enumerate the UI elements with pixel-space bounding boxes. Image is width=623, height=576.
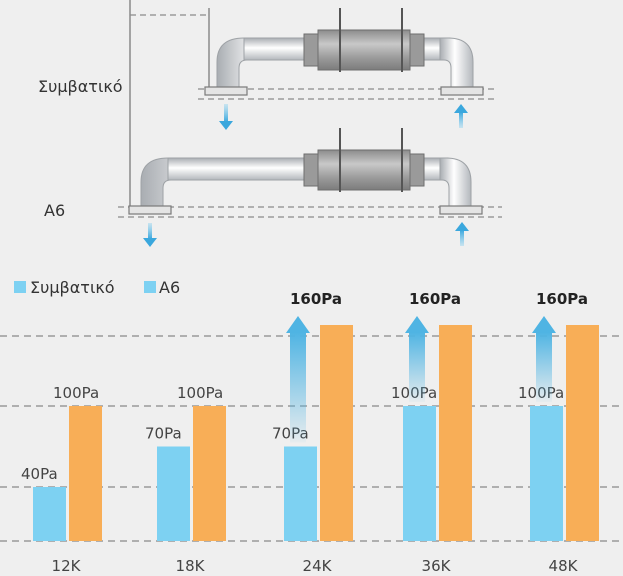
conventional-unit xyxy=(198,8,498,130)
unit-flange xyxy=(303,153,319,187)
legend-swatch-conventional xyxy=(14,281,26,293)
upgrade-arrow-head xyxy=(286,316,310,333)
category-label: 12K xyxy=(52,557,82,575)
pressure-chart: 40Pa100Pa12K70Pa100Pa18K70Pa160Pa24K100P… xyxy=(0,290,623,575)
airflow-up-arrow xyxy=(454,104,468,128)
label-a6: A6 xyxy=(44,201,65,220)
bar-conventional xyxy=(157,446,190,541)
unit-flange xyxy=(303,33,319,67)
bar-conventional xyxy=(530,406,563,541)
data-label-conventional: 40Pa xyxy=(21,465,58,483)
legend-label-a6: A6 xyxy=(159,278,180,297)
airflow-up-arrow xyxy=(455,222,469,246)
category-label: 48K xyxy=(549,557,579,575)
upgrade-arrow-head xyxy=(532,316,556,333)
unit-flange xyxy=(409,153,425,187)
data-label-a6: 160Pa xyxy=(409,290,461,308)
unit-body xyxy=(317,29,411,71)
label-conventional: Συμβατικό xyxy=(38,77,123,96)
bar-conventional xyxy=(284,446,317,541)
legend: Συμβατικό A6 xyxy=(14,278,180,297)
upgrade-arrow-shaft xyxy=(290,332,306,443)
legend-swatch-a6 xyxy=(144,281,156,293)
data-label-a6: 160Pa xyxy=(536,290,588,308)
unit-body xyxy=(317,149,411,191)
return-grille xyxy=(128,205,172,215)
bar-a6 xyxy=(320,325,353,541)
data-label-a6: 100Pa xyxy=(177,384,223,402)
pipe-right xyxy=(439,37,474,89)
bar-a6 xyxy=(69,406,102,541)
data-label-a6: 100Pa xyxy=(53,384,99,402)
bar-a6 xyxy=(193,406,226,541)
airflow-down-arrow xyxy=(143,223,157,247)
category-label: 36K xyxy=(422,557,452,575)
upgrade-arrow-head xyxy=(405,316,429,333)
a6-unit xyxy=(118,128,502,247)
pipe-horizontal xyxy=(167,157,315,181)
upgrade-arrow-shaft xyxy=(536,332,552,402)
unit-flange xyxy=(409,33,425,67)
supply-grille xyxy=(439,205,483,215)
upgrade-arrow-shaft xyxy=(409,332,425,402)
return-grille xyxy=(204,86,248,96)
category-label: 24K xyxy=(303,557,333,575)
supply-grille xyxy=(440,86,484,96)
airflow-down-arrow xyxy=(219,104,233,130)
data-label-conventional: 70Pa xyxy=(145,425,182,443)
bar-a6 xyxy=(439,325,472,541)
bar-conventional xyxy=(403,406,436,541)
category-label: 18K xyxy=(176,557,206,575)
bar-conventional xyxy=(33,487,66,541)
data-label-a6: 160Pa xyxy=(290,290,342,308)
bar-a6 xyxy=(566,325,599,541)
legend-label-conventional: Συμβατικό xyxy=(30,278,115,297)
duct-diagram: Συμβατικό A6 xyxy=(38,0,502,247)
pipe-right xyxy=(439,157,472,207)
